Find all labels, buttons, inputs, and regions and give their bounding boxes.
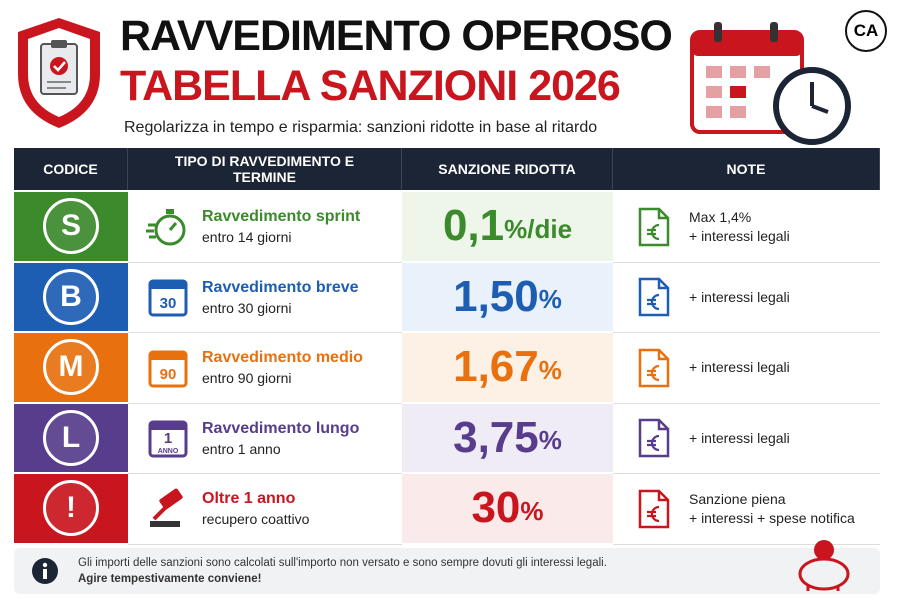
type-term: entro 30 giorni: [202, 299, 292, 316]
type-term: entro 90 giorni: [202, 370, 292, 387]
note-icon: [638, 419, 670, 458]
type-cell: Ravvedimento sprint entro 14 giorni: [128, 192, 402, 263]
note-cell: Sanzione piena + interessi + spese notifi…: [613, 474, 880, 545]
rate-unit: %: [520, 495, 544, 526]
type-term: entro 14 giorni: [202, 229, 292, 246]
column-header: CODICE: [14, 148, 128, 190]
note-icon: [638, 348, 670, 387]
column-header: SANZIONE RIDOTTA: [402, 148, 613, 190]
rate-cell: 3,75%: [402, 403, 613, 474]
calendar-clock-icon: [690, 22, 851, 145]
logo: CA: [845, 10, 887, 52]
code-cell: !: [14, 474, 128, 545]
rate-cell: 1,67%: [402, 333, 613, 404]
type-term: entro 1 anno: [202, 440, 281, 457]
row-icon: 30: [148, 279, 188, 317]
type-text: Ravvedimento breve entro 30 giorni: [202, 279, 359, 316]
column-header: TIPO DI RAVVEDIMENTO E TERMINE: [128, 148, 402, 190]
rate-cell: 1,50%: [402, 262, 613, 333]
type-title: Ravvedimento lungo: [202, 419, 360, 437]
code-badge: B: [43, 268, 99, 325]
rate-value: 0,1: [442, 201, 505, 251]
row-icon: [150, 488, 183, 527]
rate-value: 1,50: [453, 271, 539, 321]
note-text: Sanzione piena + interessi + spese notifi…: [689, 490, 855, 528]
note-line: Sanzione piena: [689, 490, 786, 507]
rate-value: 30: [471, 483, 521, 533]
type-term: recupero coattivo: [202, 511, 310, 528]
type-title: Ravvedimento sprint: [202, 208, 361, 226]
code-cell: S: [14, 192, 128, 263]
info-icon: [32, 558, 58, 584]
title-line1: RAVVEDIMENTO OPEROSO: [120, 12, 673, 60]
note-icon: [638, 207, 670, 246]
code-badge: !: [43, 480, 99, 537]
sanctions-table: CODICE TIPO DI RAVVEDIMENTO E TERMINE SANZ…: [14, 148, 880, 545]
title-line2: TABELLA SANZIONI 2026: [120, 62, 621, 110]
subtitle: Regolarizza in tempo e risparmia: sanzio…: [124, 119, 598, 136]
note-line: + interessi legali: [689, 227, 790, 244]
icon-text: ANNO: [158, 448, 179, 455]
note-cell: + interessi legali: [613, 333, 880, 404]
note-icon: [638, 489, 670, 528]
rate-unit: %: [538, 354, 562, 385]
type-text: Ravvedimento medio entro 90 giorni: [202, 349, 363, 386]
note-line: + interessi legali: [689, 288, 790, 305]
type-text: Oltre 1 anno recupero coattivo: [202, 490, 309, 527]
rate-unit: %: [538, 284, 562, 315]
type-cell: 90 Ravvedimento medio entro 90 giorni: [128, 333, 402, 404]
type-cell: 1 ANNO Ravvedimento lungo entro 1 anno: [128, 403, 402, 474]
note-cell: Max 1,4% + interessi legali: [613, 192, 880, 263]
icon-text: 1: [164, 430, 172, 447]
note-text: + interessi legali: [689, 429, 790, 448]
note-line: Max 1,4%: [689, 208, 752, 225]
type-title: Oltre 1 anno: [202, 490, 296, 508]
rate-cell: 30%: [402, 474, 613, 545]
footer-text: Gli importi delle sanzioni sono calcolat…: [78, 557, 607, 569]
icon-text: 30: [160, 295, 177, 312]
note-cell: + interessi legali: [613, 403, 880, 474]
code-cell: B: [14, 262, 128, 333]
rate-value: 3,75: [453, 412, 539, 462]
footer-emphasis: Agire tempestivamente conviene!: [78, 573, 262, 585]
note-cell: + interessi legali: [613, 262, 880, 333]
code-cell: M: [14, 333, 128, 404]
type-cell: Oltre 1 anno recupero coattivo: [128, 474, 402, 545]
icon-text: 90: [160, 366, 177, 383]
type-text: Ravvedimento sprint entro 14 giorni: [202, 208, 360, 245]
piggy-icon: [798, 540, 850, 591]
note-text: + interessi legali: [689, 358, 790, 377]
shield-icon: [18, 18, 100, 128]
note-text: + interessi legali: [689, 288, 790, 307]
code-cell: L: [14, 403, 128, 474]
note-icon: [638, 278, 670, 317]
code-badge: M: [43, 339, 99, 396]
rate-unit: %: [538, 425, 562, 456]
column-header: NOTE: [613, 148, 880, 190]
type-text: Ravvedimento lungo entro 1 anno: [202, 420, 359, 457]
note-line: + interessi legali: [689, 429, 790, 446]
row-icon: 90: [148, 350, 188, 388]
code-badge: S: [43, 198, 99, 255]
rate-unit: %/die: [504, 213, 573, 244]
note-line: + interessi legali: [689, 359, 790, 376]
row-icon: [146, 208, 186, 246]
rate-cell: 0,1 %/die: [402, 192, 613, 263]
note-line: + interessi + spese notifica: [689, 509, 855, 526]
note-text: Max 1,4% + interessi legali: [689, 208, 790, 246]
type-title: Ravvedimento medio: [202, 349, 363, 367]
type-cell: 30 Ravvedimento breve entro 30 giorni: [128, 262, 402, 333]
code-badge: L: [43, 409, 99, 466]
footer: Gli importi delle sanzioni sono calcolat…: [14, 540, 880, 594]
rate-value: 1,67: [453, 342, 539, 392]
type-title: Ravvedimento breve: [202, 278, 359, 296]
